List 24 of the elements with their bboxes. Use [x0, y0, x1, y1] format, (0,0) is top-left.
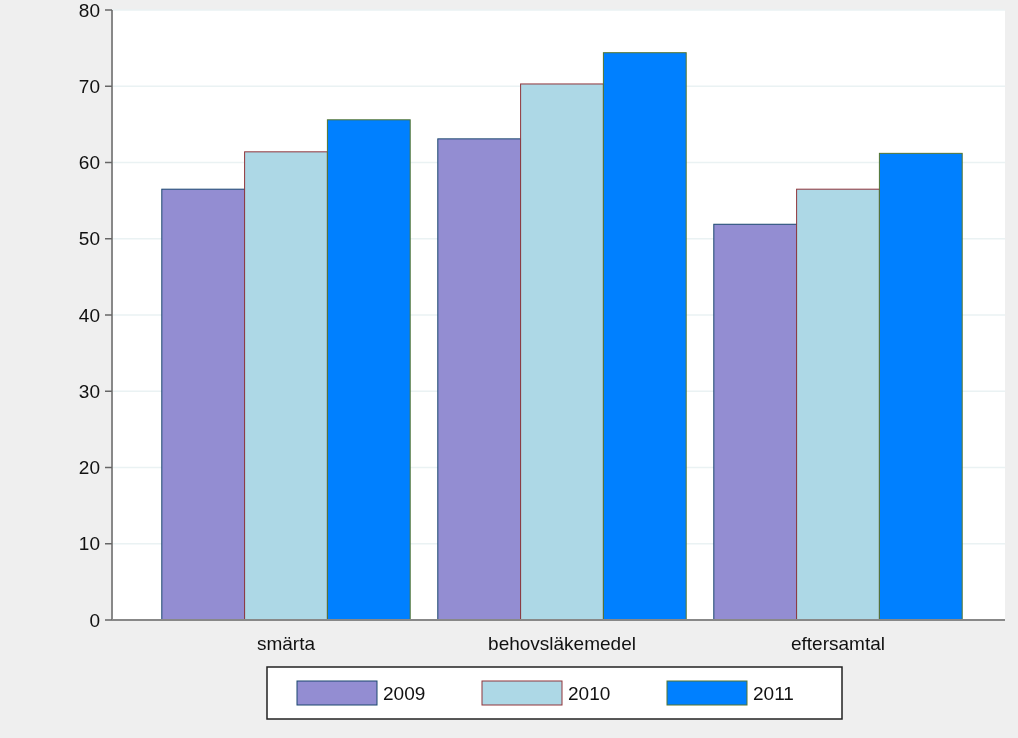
bar — [437, 138, 522, 621]
bar — [878, 152, 963, 621]
y-tick-label: 40 — [78, 304, 100, 326]
legend-label: 2009 — [383, 682, 426, 704]
y-tick-label: 0 — [89, 609, 100, 631]
bar — [520, 83, 604, 621]
y-tick-label: 80 — [78, 0, 100, 21]
bar — [713, 223, 798, 621]
y-tick-label: 50 — [78, 228, 100, 250]
y-tick-label: 30 — [78, 380, 100, 402]
x-tick-label: eftersamtal — [791, 633, 885, 654]
legend-label: 2010 — [568, 682, 611, 704]
bar — [326, 119, 411, 621]
y-tick-label: 60 — [78, 152, 100, 174]
y-tick-label: 70 — [78, 75, 100, 97]
legend-label: 2011 — [753, 682, 794, 704]
bar — [161, 188, 246, 621]
bar — [602, 52, 687, 621]
x-tick-label: smärta — [256, 633, 316, 654]
y-tick-label: 20 — [78, 457, 100, 479]
bar — [796, 188, 880, 621]
bar — [244, 151, 328, 621]
x-tick-label: behovsläkemedel — [488, 633, 636, 654]
y-tick-label: 10 — [78, 533, 100, 555]
